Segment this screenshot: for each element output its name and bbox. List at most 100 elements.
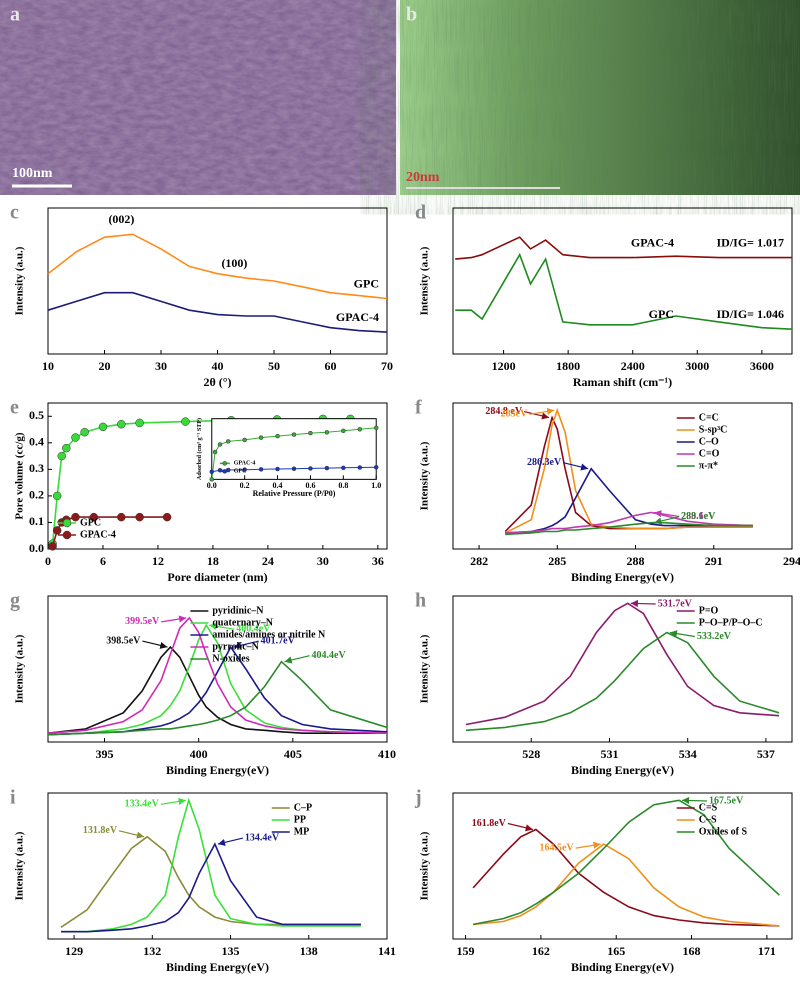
peak-label: 401.7eV [261,635,296,646]
legend-label: π-π* [699,460,718,471]
x-tick-label: 159 [457,944,475,958]
panel-label: c [10,202,19,224]
legend-label: S-sp³C [699,424,728,435]
series-marker [181,417,190,426]
x-tick-label: 405 [284,747,302,761]
x-tick-label: 132 [143,944,161,958]
peak-label: 285eV [501,409,528,420]
y-tick-label: 0.3 [29,461,44,475]
series-marker [135,418,144,428]
legend-label: quaternary–N [212,617,273,628]
series-line [47,233,388,300]
x-tick-label: 0.0 [207,481,217,490]
x-axis-title: Binding Energy(eV) [571,570,674,584]
series-marker [217,442,223,447]
peak-arrow [563,462,589,471]
x-tick-label: 400 [190,747,208,761]
series-line [455,236,792,260]
panel-label: g [10,590,20,612]
legend-label: C–O [699,436,719,447]
x-tick-label: 171 [758,944,776,958]
x-tick-label: 2400 [621,359,645,373]
x-tick-label: 395 [96,747,114,761]
series-marker [117,512,126,522]
x-tick-label: 1200 [492,359,516,373]
panel-label: a [10,4,20,26]
x-tick-label: 20 [99,359,111,373]
series-note: ID/IG= 1.046 [716,307,784,321]
x-tick-label: 36 [372,554,384,568]
plot-frame [452,207,793,355]
x-axis-title: 2θ (°) [203,375,231,389]
x-tick-label: 3600 [750,359,774,373]
peak-label: 284.8 eV [485,406,522,417]
peak-label: 404.4eV [312,650,347,661]
y-tick-label: 0.2 [29,488,44,502]
legend-marker [222,469,228,474]
x-tick-label: 534 [679,747,697,761]
plot-frame [47,595,388,743]
x-axis-title: Binding Energy(eV) [571,763,674,777]
series-marker [209,469,215,475]
x-tick-label: 40 [212,359,224,373]
peak-arrow [529,407,555,415]
legend-label: C=C [699,412,719,423]
y-axis-title: Pore volume (cc/g) [14,432,26,519]
series-marker [117,419,126,429]
x-tick-label: 24 [262,554,274,568]
panel-label: b [406,4,417,26]
series-marker [258,435,264,440]
series-marker [212,449,218,455]
x-tick-label: 165 [607,944,625,958]
legend-label: C=O [699,448,720,459]
series-line [505,467,753,534]
peak-label: 289.1eV [681,511,716,522]
y-tick-label: 0.4 [29,435,44,449]
series-note: ID/IG= 1.017 [716,235,784,249]
y-tick-label: 0.5 [29,408,44,422]
series-name: GPC [354,276,379,290]
panel-label: e [10,397,19,419]
y-axis-title: Intensity (a.u.) [14,831,26,900]
series-marker [341,465,346,471]
sem-texture [0,0,396,195]
legend-label: MP [294,826,310,837]
x-tick-label: 3000 [685,359,709,373]
series-name: GPAC-4 [336,310,379,324]
x-tick-label: 0.4 [273,481,283,490]
peak-arrow [523,411,550,420]
image-panel-b: b 20nm [400,0,800,195]
x-tick-label: 70 [381,359,393,373]
peak-label: 164.5eV [539,842,574,853]
panel-label: i [10,787,16,809]
series-line [47,645,388,736]
peak-label: 161.8eV [472,818,507,829]
x-tick-label: 528 [522,747,540,761]
legend-label: GPAC-4 [80,529,116,540]
series-line [465,631,780,732]
peak-label: 131.8eV [83,825,118,836]
peak-label: 288.6eV [681,511,716,522]
series-line [47,623,388,736]
plot-frame [452,792,793,940]
x-tick-label: 168 [683,944,701,958]
series-line [505,521,753,536]
legend-marker [62,518,72,528]
plot-frame [452,402,793,550]
series-marker [162,512,172,522]
x-tick-label: 0 [45,554,51,568]
x-tick-label: 0.8 [338,481,348,490]
x-tick-label: 294 [783,554,800,568]
x-tick-label: 410 [378,747,396,761]
series-marker [71,512,80,522]
panel-label: f [415,397,422,419]
series-line [61,842,361,933]
scale-bar-label: 20nm [406,170,440,185]
peak-arrow [209,622,235,630]
panel-label: h [415,590,426,612]
x-tick-label: 30 [317,554,329,568]
series-marker [324,465,330,471]
peak-label: 167.5eV [709,795,744,806]
x-tick-label: 12 [152,554,164,568]
series-marker [242,437,247,443]
